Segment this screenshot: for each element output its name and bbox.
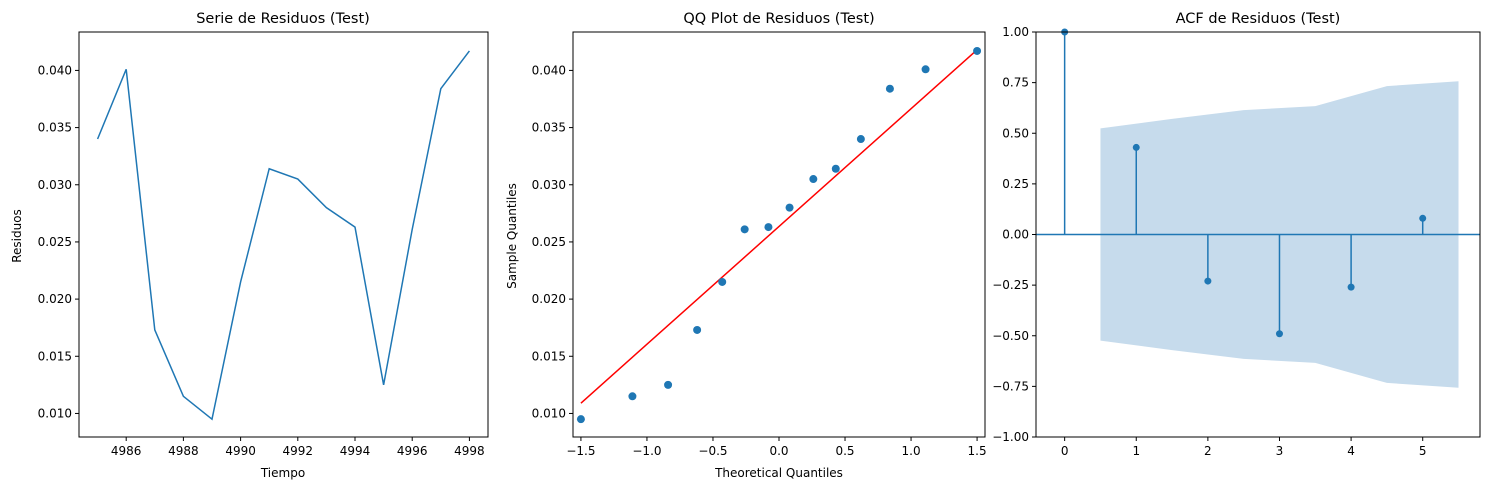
x-tick-label: 4990 (225, 444, 256, 458)
y-tick-label: 0.030 (38, 178, 72, 192)
x-tick-label: 4986 (111, 444, 142, 458)
x-tick-label: 4988 (168, 444, 199, 458)
y-tick-label: 0.50 (1002, 126, 1029, 140)
y-tick-label: 0.010 (38, 406, 72, 420)
y-tick-label: −0.25 (992, 278, 1029, 292)
acf-point (1419, 214, 1427, 222)
x-tick-label: 0 (1061, 444, 1069, 458)
data-point (809, 175, 818, 184)
acf-point (1275, 330, 1283, 338)
x-tick-label: 1.5 (968, 444, 987, 458)
reference-line (580, 49, 978, 404)
data-point (628, 392, 637, 401)
chart-title: Serie de Residuos (Test) (196, 11, 370, 27)
plot-area: −1.5 −1.0 −0.5 0.0 0.5 1.0 1.5 0.010 0.015 0.020 0… (532, 31, 987, 458)
data-point (831, 164, 840, 173)
data-point (693, 325, 702, 334)
y-tick-label: −0.75 (992, 379, 1029, 393)
chart-title: ACF de Residuos (Test) (1176, 11, 1341, 27)
y-tick-label: 0.75 (1002, 76, 1029, 90)
qq-plot-chart: QQ Plot de Residuos (Test) Theoretical Q… (505, 11, 987, 480)
y-tick-label: 0.035 (532, 121, 566, 135)
y-tick-label: 0.030 (532, 178, 566, 192)
x-tick-label: 4994 (340, 444, 371, 458)
plot-area: 4986 4988 4990 4992 4994 4996 4998 0.010 0.015 0.… (38, 31, 489, 458)
y-tick-label: 0.010 (532, 406, 566, 420)
axes-frame (78, 31, 489, 438)
residual-series-chart: Serie de Residuos (Test) Tiempo Residuos… (10, 11, 489, 480)
data-point (885, 84, 894, 93)
y-tick-label: 0.020 (38, 292, 72, 306)
chart-title: QQ Plot de Residuos (Test) (683, 11, 874, 27)
y-tick-label: 0.025 (532, 235, 566, 249)
y-tick-label: −0.50 (992, 329, 1029, 343)
axes-frame (572, 31, 986, 438)
data-point (664, 380, 673, 389)
x-tick-label: 4998 (454, 444, 485, 458)
x-tick-label: 1.0 (902, 444, 921, 458)
acf-chart: ACF de Residuos (Test) 0 1 2 3 4 5 −1.00 −0.75 −… (992, 11, 1481, 458)
y-tick-label: 0.040 (38, 63, 72, 77)
y-tick-label: 0.035 (38, 121, 72, 135)
y-tick-label: 0.020 (532, 292, 566, 306)
x-tick-label: 4 (1347, 444, 1355, 458)
data-point (856, 135, 865, 144)
data-point (785, 203, 794, 212)
x-axis-label: Theoretical Quantiles (714, 466, 843, 480)
series-line (96, 50, 471, 421)
y-tick-label: 0.025 (38, 235, 72, 249)
y-tick-label: 0.25 (1002, 177, 1029, 191)
data-point (740, 225, 749, 234)
x-tick-label: −0.5 (698, 444, 727, 458)
x-tick-label: 0.5 (835, 444, 854, 458)
y-tick-label: 0.040 (532, 63, 566, 77)
acf-point (1204, 277, 1212, 285)
x-tick-label: 0.0 (769, 444, 788, 458)
y-axis-label: Sample Quantiles (505, 183, 519, 289)
data-point (576, 415, 585, 424)
y-tick-label: 0.00 (1002, 228, 1029, 242)
acf-point (1347, 283, 1355, 291)
y-tick-label: −1.00 (992, 430, 1029, 444)
x-tick-label: 1 (1132, 444, 1140, 458)
x-tick-label: 4992 (283, 444, 314, 458)
y-tick-label: 0.015 (38, 349, 72, 363)
data-point (764, 223, 773, 232)
x-tick-label: −1.0 (632, 444, 661, 458)
data-point (973, 46, 982, 55)
x-tick-label: 2 (1204, 444, 1212, 458)
data-point (718, 277, 727, 286)
y-axis-label: Residuos (10, 209, 24, 263)
x-tick-label: 4996 (397, 444, 428, 458)
plot-area: 0 1 2 3 4 5 −1.00 −0.75 −0.50 −0.25 0.00 0.25 0.50 0.… (992, 25, 1481, 458)
x-tick-label: 5 (1419, 444, 1427, 458)
x-tick-label: 3 (1276, 444, 1284, 458)
data-point (921, 65, 930, 74)
x-tick-label: −1.5 (566, 444, 595, 458)
y-tick-label: 1.00 (1002, 25, 1029, 39)
x-axis-label: Tiempo (260, 466, 305, 480)
y-tick-label: 0.015 (532, 349, 566, 363)
acf-point (1132, 143, 1140, 151)
